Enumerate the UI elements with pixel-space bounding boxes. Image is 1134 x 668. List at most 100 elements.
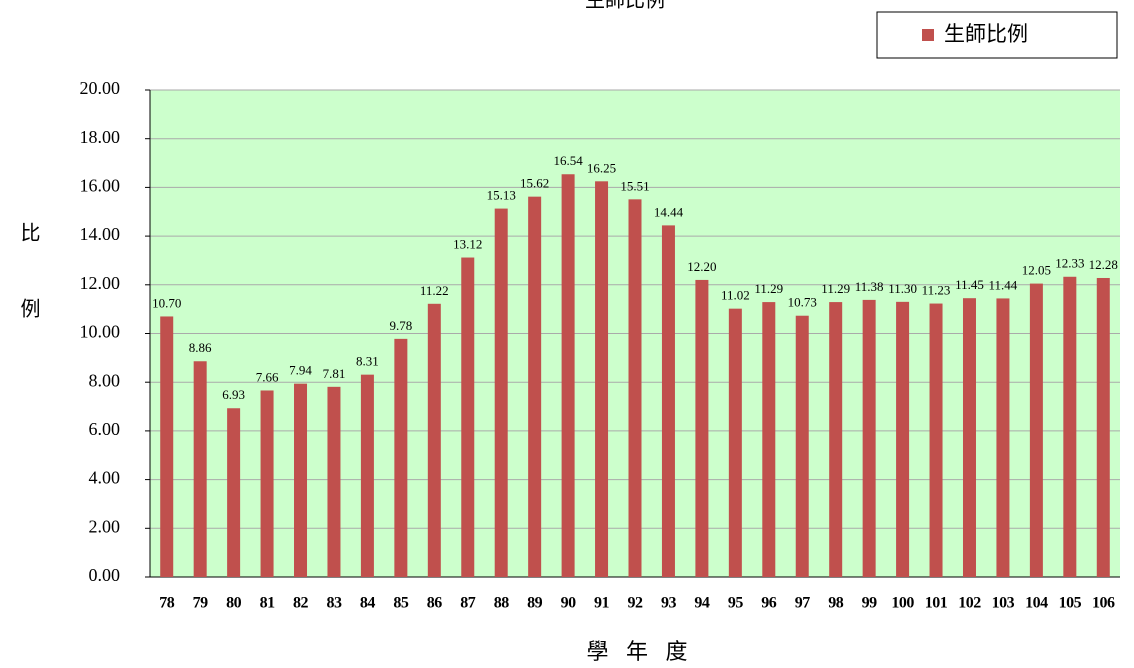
data-label: 9.78 [389,318,412,333]
bar [795,315,809,577]
y-tick-label: 20.00 [80,78,121,98]
x-tick-label: 89 [527,595,543,612]
data-label: 11.45 [955,277,984,292]
data-label: 7.81 [323,366,346,381]
x-tick-label: 98 [828,595,844,612]
y-tick-label: 8.00 [89,370,121,390]
data-label: 8.86 [189,340,212,355]
bar [661,225,675,578]
x-tick-label: 101 [925,595,948,612]
x-tick-label: 78 [159,595,175,612]
x-tick-label: 95 [728,595,744,612]
x-tick-label: 104 [1025,595,1048,612]
bar [294,383,308,577]
bar [962,298,976,577]
bar [360,374,374,577]
bar [1029,283,1043,577]
x-tick-label: 86 [427,595,443,612]
data-label: 11.38 [855,279,884,294]
bar [494,208,508,577]
x-tick-label: 85 [393,595,409,612]
data-label: 11.44 [989,277,1018,292]
y-axis-label: 比例 [17,222,40,374]
data-label: 13.12 [453,237,482,252]
data-label: 6.93 [222,387,245,402]
data-label: 11.22 [420,283,449,298]
data-label: 14.44 [654,204,684,219]
bar [1096,277,1110,577]
data-label: 11.02 [721,288,750,303]
bar [1063,276,1077,577]
bar [227,408,241,577]
bar [829,302,843,577]
data-label: 12.28 [1089,257,1118,272]
bar [327,386,341,577]
x-tick-label: 99 [862,595,878,612]
x-tick-label: 102 [958,595,981,612]
data-label: 12.05 [1022,263,1051,278]
x-axis-label: 學 年 度 [586,639,693,664]
bar [728,308,742,577]
data-label: 16.25 [587,160,616,175]
bar [862,299,876,577]
x-tick-label: 81 [260,595,276,612]
bar [461,257,475,577]
bar [695,279,709,577]
bar [528,196,542,577]
data-label: 11.29 [754,281,783,296]
bar [996,298,1010,577]
x-tick-label: 84 [360,595,376,612]
x-tick-label: 87 [460,595,476,612]
data-label: 8.31 [356,354,379,369]
data-label: 16.54 [553,153,583,168]
x-tick-label: 96 [761,595,777,612]
x-tick-label: 79 [193,595,209,612]
x-tick-label: 90 [561,595,577,612]
y-tick-label: 6.00 [89,419,121,439]
x-tick-label: 83 [326,595,342,612]
x-tick-label: 94 [694,595,710,612]
legend-swatch [922,29,934,41]
bar [160,316,174,577]
bar [595,181,609,577]
x-tick-label: 91 [594,595,610,612]
bar [193,361,207,577]
x-tick-label: 80 [226,595,242,612]
data-label: 11.30 [888,281,917,296]
y-tick-label: 16.00 [80,176,121,196]
x-tick-label: 88 [494,595,510,612]
y-tick-label: 0.00 [89,565,121,585]
y-tick-label: 4.00 [89,468,121,488]
legend-label: 生師比例 [944,22,1028,46]
legend-box [876,11,1118,59]
x-tick-label: 100 [891,595,914,612]
bar [929,303,943,577]
bar [427,303,441,577]
bar [394,338,408,577]
data-label: 11.29 [821,281,850,296]
y-tick-label: 10.00 [80,322,121,342]
y-tick-label: 2.00 [89,516,121,536]
bar [762,302,776,577]
data-label: 12.20 [687,259,716,274]
y-tick-label: 14.00 [80,224,121,244]
bar [561,174,575,577]
data-label: 7.66 [256,369,279,384]
data-label: 15.51 [620,178,649,193]
x-tick-label: 105 [1059,595,1082,612]
data-label: 11.23 [922,283,951,298]
x-tick-label: 93 [661,595,677,612]
data-label: 12.33 [1055,256,1084,271]
data-label: 15.13 [487,188,516,203]
y-tick-label: 18.00 [80,127,121,147]
data-label: 10.70 [152,295,181,310]
x-tick-label: 103 [992,595,1015,612]
data-label: 15.62 [520,176,549,191]
x-tick-label: 92 [628,595,644,612]
data-label: 10.73 [788,295,817,310]
x-tick-label: 106 [1092,595,1115,612]
x-tick-label: 97 [795,595,811,612]
bar [896,301,910,577]
y-tick-label: 12.00 [80,273,121,293]
